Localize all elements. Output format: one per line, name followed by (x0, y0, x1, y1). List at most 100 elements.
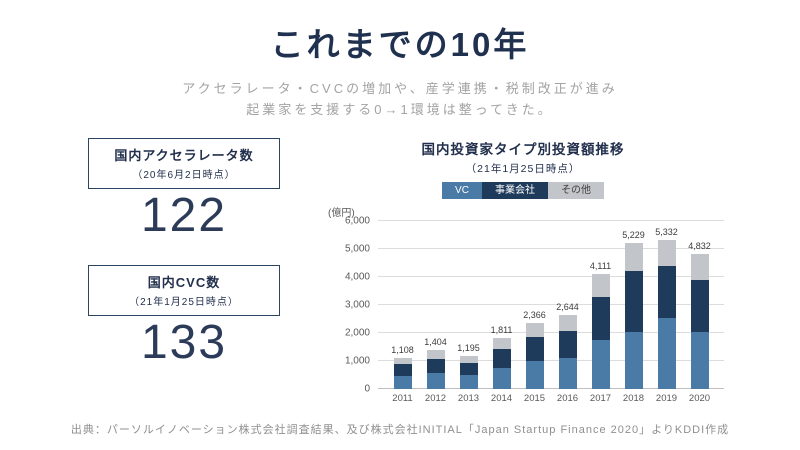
accelerator-count-value: 122 (140, 189, 228, 242)
bar-total-label: 1,195 (457, 342, 480, 353)
bar-segment-VC (492, 367, 511, 389)
gridline (378, 220, 724, 221)
bar-2017: 4,111 (584, 221, 617, 389)
bar-total-label: 4,832 (688, 240, 711, 251)
bar-2018: 5,229 (617, 221, 650, 389)
accelerator-count-box: 国内アクセラレータ数 （20年6月2日時点） (88, 138, 280, 189)
bar-segment-事業会社 (492, 348, 511, 368)
y-tick-label: 6,000 (344, 215, 370, 227)
y-tick-label: 0 (364, 383, 370, 395)
y-tick-label: 3,000 (344, 299, 370, 311)
bar-stack-2011 (393, 358, 412, 389)
x-axis: 2011 2012 2013 2014 2015 2016 2017 2018 2019 2020 (378, 393, 724, 404)
bar-2013: 1,195 (452, 221, 485, 389)
x-tick-label: 2019 (655, 393, 678, 404)
chart-title: 国内投資家タイプ別投資額推移 (421, 142, 625, 157)
bar-segment-その他 (690, 253, 709, 280)
y-tick-label: 5,000 (344, 243, 370, 255)
stats-column: 国内アクセラレータ数 （20年6月2日時点） 122 国内CVC数 （21年1月… (88, 138, 280, 370)
x-tick-label: 2013 (457, 393, 480, 404)
plot-area: 1,108 1,404 1,195 1,811 2,366 2,644 4,111 5,229… (378, 220, 724, 389)
stat-cvc: 国内CVC数 （21年1月25日時点） 133 (88, 264, 280, 370)
bar-total-label: 1,811 (490, 325, 513, 336)
bar-2011: 1,108 (386, 221, 419, 389)
gridline (378, 388, 724, 389)
source-note: 出典：パーソルイノベーション株式会社調査結果、及び株式会社INITIAL「Jap… (70, 424, 730, 436)
x-tick-label: 2011 (392, 393, 413, 404)
x-tick-label: 2014 (490, 393, 513, 404)
bar-segment-VC (558, 358, 577, 389)
bar-segment-事業会社 (426, 358, 445, 373)
bar-total-label: 5,332 (655, 226, 678, 237)
bar-segment-事業会社 (393, 364, 412, 377)
y-axis: 0 1,000 2,000 3,000 4,000 5,000 6,000 (322, 216, 378, 395)
bar-segment-その他 (459, 355, 478, 363)
bar-total-label: 1,108 (391, 344, 414, 355)
bar-segment-VC (525, 361, 544, 389)
bar-total-label: 2,366 (523, 309, 546, 320)
cvc-count-value: 133 (140, 315, 228, 369)
bar-segment-その他 (525, 322, 544, 337)
bar-segment-その他 (624, 242, 643, 272)
x-tick-label: 2016 (556, 393, 579, 404)
bar-segment-その他 (591, 273, 610, 297)
slide-subtitle: アクセラレータ・CVCの増加や、産学連携・税制改正が進み 起業家を支援する0→1… (0, 78, 800, 121)
bar-segment-その他 (492, 338, 511, 349)
cvc-count-box: 国内CVC数 （21年1月25日時点） (88, 264, 280, 316)
accelerator-count-date: （20年6月2日時点） (132, 170, 236, 181)
bar-segment-事業会社 (558, 330, 577, 359)
bar-segment-VC (459, 375, 478, 389)
chart-subtitle: （21年1月25日時点） (465, 163, 581, 175)
bar-stack-2012 (426, 349, 445, 389)
bars: 1,108 1,404 1,195 1,811 2,366 2,644 4,111 5,229… (378, 221, 724, 389)
bar-segment-その他 (426, 349, 445, 359)
cvc-count-date: （21年1月25日時点） (129, 296, 239, 308)
x-tick-label: 2017 (589, 393, 612, 404)
bar-segment-事業会社 (624, 271, 643, 332)
bar-segment-VC (393, 376, 412, 389)
bar-2012: 1,404 (419, 221, 452, 389)
bar-stack-2013 (459, 355, 478, 389)
bar-2019: 5,332 (650, 221, 683, 389)
chart-legend: VC 事業会社 その他 (322, 182, 724, 199)
bar-segment-その他 (393, 358, 412, 365)
bar-stack-2017 (591, 273, 610, 389)
y-tick-label: 1,000 (344, 355, 370, 367)
gridline (378, 248, 724, 249)
bar-segment-事業会社 (591, 296, 610, 340)
gridline (378, 304, 724, 305)
subtitle-line-1: アクセラレータ・CVCの増加や、産学連携・税制改正が進み (182, 81, 618, 96)
y-tick-label: 2,000 (344, 327, 370, 339)
bar-segment-VC (624, 331, 643, 389)
bar-segment-VC (426, 372, 445, 389)
legend-item-VC: VC (442, 182, 482, 199)
bar-stack-2020 (690, 253, 709, 389)
bar-stack-2016 (558, 314, 577, 389)
x-tick-label: 2020 (688, 393, 711, 404)
bar-segment-VC (591, 340, 610, 389)
bar-total-label: 5,229 (622, 229, 645, 240)
bar-total-label: 1,404 (424, 336, 447, 347)
accelerator-count-label: 国内アクセラレータ数 (114, 148, 254, 163)
bar-segment-事業会社 (525, 336, 544, 361)
bar-2016: 2,644 (551, 221, 584, 389)
bar-2014: 1,811 (485, 221, 518, 389)
x-tick-label: 2015 (523, 393, 546, 404)
stat-accelerator: 国内アクセラレータ数 （20年6月2日時点） 122 (88, 138, 280, 243)
cvc-count-label: 国内CVC数 (147, 274, 221, 290)
legend-item-事業会社: 事業会社 (481, 182, 548, 199)
bar-2015: 2,366 (518, 221, 551, 389)
bar-stack-2014 (492, 338, 511, 389)
page-title: これまでの10年 (270, 26, 530, 63)
x-tick-label: 2012 (424, 393, 447, 404)
gridline (378, 276, 724, 277)
investment-chart: 国内投資家タイプ別投資額推移 （21年1月25日時点） VC 事業会社 その他 (億… (322, 138, 724, 404)
bar-segment-事業会社 (459, 362, 478, 375)
bar-segment-その他 (558, 314, 577, 331)
bar-total-label: 4,111 (589, 260, 612, 271)
bar-2020: 4,832 (683, 221, 716, 389)
bar-stack-2015 (525, 322, 544, 389)
bar-total-label: 2,644 (556, 301, 579, 312)
y-axis-unit-label: (億円) (328, 208, 355, 219)
